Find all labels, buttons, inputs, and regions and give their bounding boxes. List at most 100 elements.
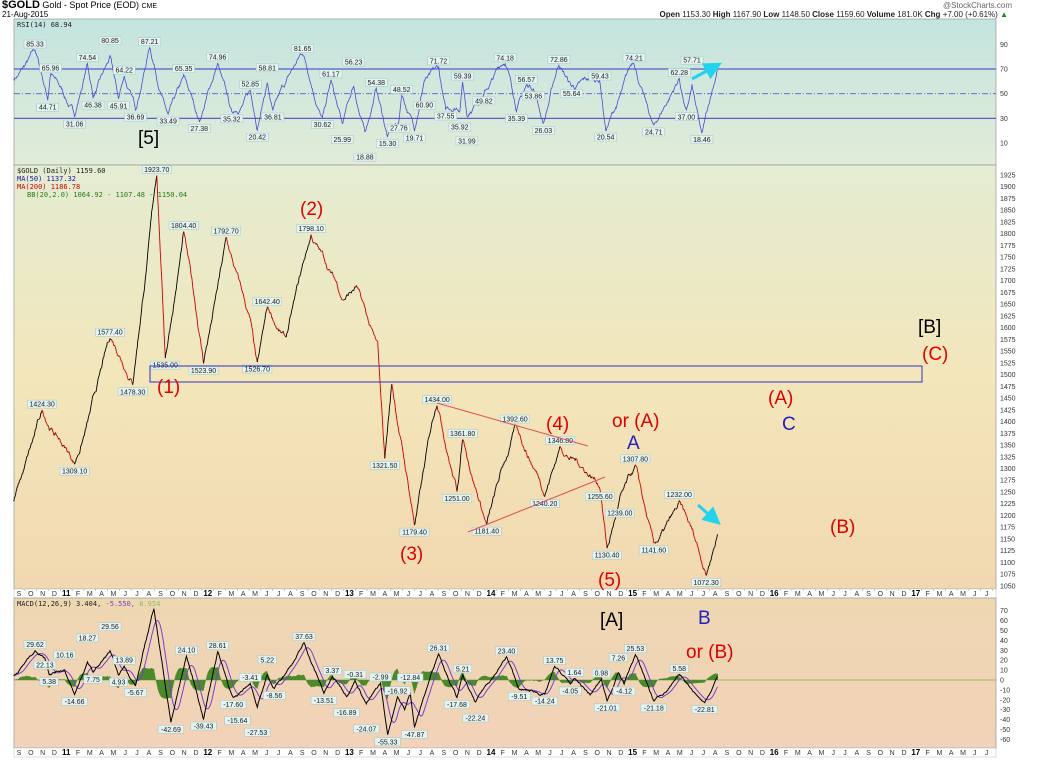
macd-label: -47.87 (401, 730, 428, 739)
price-bar (558, 449, 560, 452)
price-bar (506, 456, 508, 458)
price-month-tick: N (323, 591, 328, 598)
macd-label: 22.13 (33, 660, 57, 670)
price-month-tick: O (311, 591, 317, 598)
rsi-label-box (390, 85, 413, 94)
price-bar (203, 356, 206, 361)
price-bar (367, 320, 370, 323)
symbol: $GOLD (2, 0, 40, 11)
macd-month-tick: N (606, 750, 611, 757)
price-bar (219, 267, 221, 273)
macd-tick-label: 30 (1000, 648, 1008, 655)
macd-label-box (206, 641, 229, 650)
macd-label-box (374, 737, 401, 747)
chart-date: 21-Aug-2015 (2, 10, 49, 19)
price-bar (700, 560, 703, 563)
price-bar (327, 269, 329, 271)
price-bar (602, 513, 604, 519)
price-bar (403, 459, 406, 466)
macd-month-tick: M (512, 750, 518, 757)
price-label-text: 1526.70 (245, 367, 270, 374)
macd-label: 5.22 (257, 655, 277, 665)
price-bar (453, 477, 456, 480)
price-label-text: 1255.60 (587, 494, 612, 501)
price-bar (267, 306, 269, 309)
price-bar (150, 217, 152, 223)
price-bar (684, 512, 687, 516)
price-label-text: 1392.60 (502, 417, 527, 424)
price-bar (124, 369, 126, 373)
price-bar (170, 318, 173, 323)
price-bar (530, 461, 532, 465)
price-bar (31, 442, 33, 444)
price-bar (260, 336, 263, 340)
price-label-box (620, 454, 651, 464)
price-month-tick: O (736, 591, 742, 598)
price-bar (103, 356, 105, 358)
price-bar (370, 327, 372, 329)
price-bar (362, 301, 364, 303)
price-bar (642, 499, 645, 503)
macd-label-text: -17.68 (447, 702, 467, 709)
price-bar (608, 542, 610, 545)
macd-month-tick: S (441, 750, 446, 757)
macd-label: -4.12 (612, 686, 636, 696)
price-bar (221, 257, 224, 262)
low-value: 1148.50 (781, 10, 810, 19)
price-label-box (638, 545, 669, 555)
price-bar (622, 488, 625, 490)
price-bar (52, 430, 54, 433)
rsi-label: 57.71 (680, 55, 704, 65)
price-bar (368, 322, 370, 326)
rsi-label: 25.99 (331, 135, 354, 144)
price-bar (652, 538, 655, 543)
price-label-box (442, 494, 472, 503)
rsi-chart: 85.3344.7165.9631.0674.5446.3880.8545.91… (13, 36, 996, 162)
rsi-label-box (547, 55, 571, 64)
price-bar (307, 245, 309, 249)
price-label: 1239.00 (604, 508, 635, 518)
price-tick-label: 1175 (1000, 525, 1015, 532)
price-bar (637, 471, 639, 474)
macd-month-tick: S (158, 750, 163, 757)
rsi-label-box (668, 68, 691, 77)
price-bar (348, 292, 350, 295)
price-bar (126, 375, 129, 378)
rsi-label-box (238, 79, 262, 89)
price-bar (596, 482, 599, 486)
price-bar (377, 352, 380, 364)
macd-month-tick: A (99, 750, 104, 757)
price-bar (673, 508, 676, 511)
price-bar (242, 293, 244, 295)
price-bar (427, 437, 430, 440)
price-bar (387, 415, 390, 420)
price-label: 1232.00 (664, 490, 695, 499)
macd-month-tick: 14 (487, 748, 496, 757)
price-bar (537, 475, 540, 479)
price-bar (690, 525, 693, 529)
price-bar (126, 373, 128, 376)
price-bar (611, 529, 613, 533)
rsi-label: 20.54 (594, 132, 617, 142)
price-bar (140, 308, 143, 315)
price-bar (43, 416, 45, 418)
price-bar (332, 275, 335, 277)
price-bar (418, 495, 420, 500)
price-bar (637, 473, 640, 479)
price-bar (160, 270, 163, 282)
macd-hist-legend: 8.954 (135, 600, 160, 608)
macd-label-box (257, 655, 277, 665)
price-panel (13, 164, 997, 590)
price-bar (464, 447, 466, 449)
macd-label-text: -14.66 (65, 699, 85, 706)
price-bar (685, 514, 687, 517)
rsi-label: 30.62 (311, 120, 334, 129)
price-month-tick: M (370, 591, 376, 598)
price-bar (207, 335, 210, 340)
price-tick-label: 1800 (1000, 231, 1016, 238)
macd-label-box (322, 666, 342, 675)
price-bar (561, 450, 564, 454)
macd-label: -21.01 (594, 703, 621, 712)
price-month-tick: O (878, 591, 884, 598)
rsi-label-box (505, 114, 528, 123)
